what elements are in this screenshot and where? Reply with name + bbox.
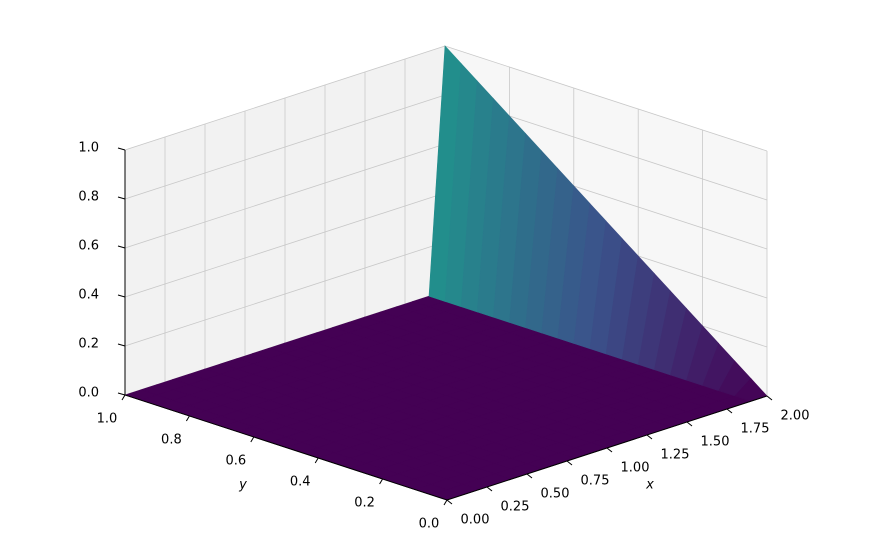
y-tick-label: 0.2 (354, 496, 375, 511)
y-tick-label: 1.0 (97, 412, 118, 427)
x-tick-label: 2.00 (781, 409, 810, 424)
tick-mark (566, 460, 573, 466)
tick-mark (726, 408, 733, 414)
grid-line (444, 45, 768, 152)
axis-line (124, 394, 448, 501)
x-axis-label: x (645, 478, 654, 493)
tick-mark (606, 447, 613, 453)
tick-mark (446, 499, 453, 505)
tick-mark (379, 478, 384, 485)
x-tick-label: 0.75 (581, 474, 610, 489)
z-tick-label: 0.2 (78, 337, 99, 352)
tick-mark (117, 294, 126, 298)
z-tick-label: 1.0 (78, 141, 99, 156)
grid-line (124, 143, 446, 249)
x-tick-label: 0.50 (541, 487, 570, 502)
layer: 0.00 0.25 0.50 0.75 1.00 1.25 1.50 1.75 2.00 0.0 0… (78, 141, 809, 532)
tick-mark (646, 434, 653, 440)
x-tick-label: 1.25 (661, 448, 690, 463)
y-tick-label: 0.0 (419, 517, 440, 532)
x-tick-label: 0.25 (501, 500, 530, 515)
tick-mark (185, 415, 190, 422)
tick-mark (117, 196, 126, 200)
y-tick-label: 0.6 (225, 454, 246, 469)
z-tick-label: 0.4 (78, 288, 99, 303)
x-tick-label: 1.75 (741, 422, 770, 437)
y-axis-label: y (238, 478, 247, 493)
grid-line (124, 45, 446, 151)
tick-mark (443, 499, 448, 506)
z-tick-label: 0.0 (78, 386, 99, 401)
grid-line (124, 94, 446, 200)
tick-mark (117, 147, 126, 151)
layer (124, 45, 768, 501)
y-tick-label: 0.4 (290, 475, 311, 490)
x-tick-label: 0.00 (461, 513, 490, 528)
z-tick-label: 0.8 (78, 190, 99, 205)
tick-mark (526, 473, 533, 479)
tick-mark (314, 457, 319, 464)
x-tick-label: 1.50 (701, 435, 730, 450)
z-tick-label: 0.6 (78, 239, 99, 254)
tick-mark (121, 394, 126, 401)
tick-mark (250, 436, 255, 443)
y-tick-label: 0.8 (161, 433, 182, 448)
tick-mark (686, 421, 693, 427)
grid-line (124, 192, 446, 298)
tick-mark (117, 392, 126, 396)
tick-mark (117, 245, 126, 249)
tick-mark (117, 343, 126, 347)
tick-mark (766, 395, 773, 401)
grid-line (124, 241, 446, 347)
tick-mark (486, 486, 493, 492)
x-tick-label: 1.00 (621, 461, 650, 476)
